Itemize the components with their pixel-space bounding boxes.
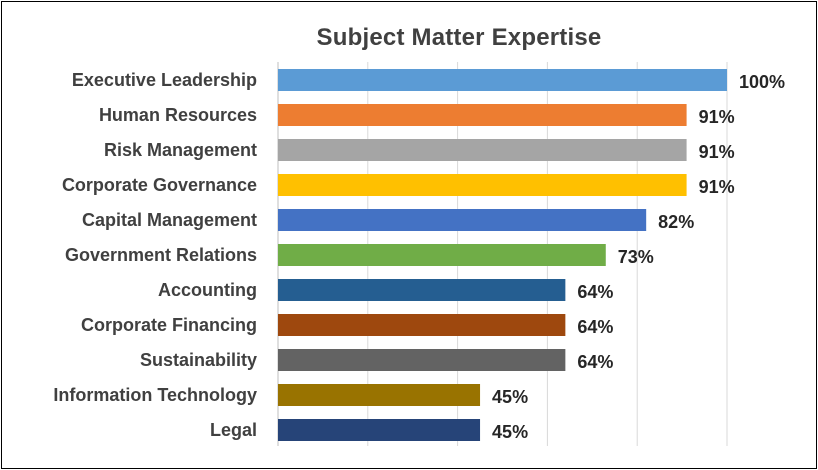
data-label: 45% [492, 387, 528, 407]
bar [278, 349, 566, 371]
data-label: 91% [699, 142, 735, 162]
data-label: 82% [658, 212, 694, 232]
category-label: Executive Leadership [72, 70, 257, 90]
category-label: Legal [210, 420, 257, 440]
category-label: Risk Management [104, 140, 257, 160]
data-label: 45% [492, 422, 528, 442]
bar [278, 174, 687, 196]
bar [278, 419, 481, 441]
data-label: 64% [577, 352, 613, 372]
bar [278, 244, 606, 266]
data-label: 73% [618, 247, 654, 267]
bar [278, 209, 647, 231]
category-label: Information Technology [53, 385, 257, 405]
category-label: Corporate Financing [81, 315, 257, 335]
category-label: Government Relations [65, 245, 257, 265]
data-label: 91% [699, 177, 735, 197]
data-label: 91% [699, 107, 735, 127]
category-label: Accounting [158, 280, 257, 300]
data-label: 100% [739, 72, 785, 92]
category-label: Capital Management [82, 210, 257, 230]
category-label: Sustainability [140, 350, 257, 370]
bar [278, 314, 566, 336]
bar [278, 279, 566, 301]
data-label: 64% [577, 282, 613, 302]
chart-title: Subject Matter Expertise [316, 24, 602, 51]
bar [278, 384, 481, 406]
bar [278, 69, 727, 91]
bar [278, 139, 687, 161]
category-label: Corporate Governance [62, 175, 257, 195]
bar [278, 104, 687, 126]
category-label: Human Resources [99, 105, 257, 125]
data-label: 64% [577, 317, 613, 337]
